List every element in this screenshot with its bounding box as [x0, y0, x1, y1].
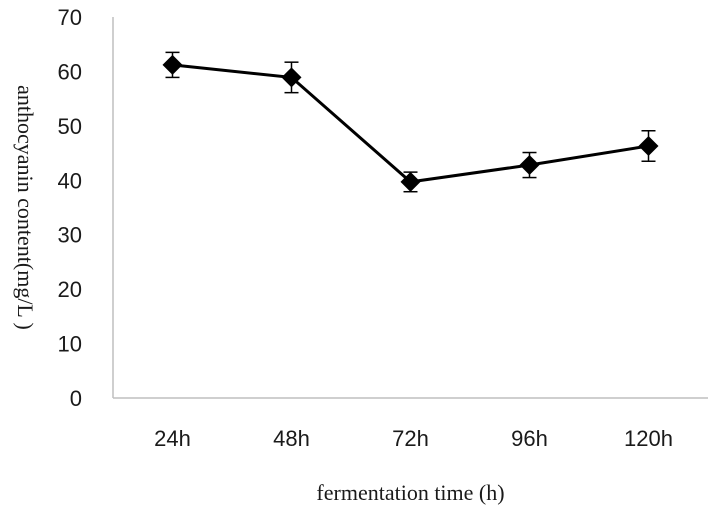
x-tick-label: 96h — [511, 426, 548, 451]
y-tick-labels: 0 10 20 30 40 50 60 70 — [58, 5, 82, 411]
y-tick-label: 50 — [58, 114, 82, 139]
series-line — [172, 63, 649, 184]
data-point — [400, 171, 421, 192]
data-point — [519, 155, 540, 176]
y-tick-label: 0 — [70, 386, 82, 411]
x-tick-label: 48h — [273, 426, 310, 451]
series-group — [162, 51, 659, 193]
x-tick-label: 72h — [392, 426, 429, 451]
data-point — [281, 67, 302, 88]
x-axis-title: fermentation time (h) — [316, 480, 504, 505]
data-point — [638, 135, 659, 156]
y-tick-label: 60 — [58, 59, 82, 84]
y-tick-label: 70 — [58, 5, 82, 30]
y-tick-label: 30 — [58, 223, 82, 248]
x-tick-labels: 24h 48h 72h 96h 120h — [154, 426, 673, 451]
y-tick-label: 10 — [58, 332, 82, 357]
y-axis-title: anthocyanin content(mg/L ) — [13, 85, 38, 330]
x-tick-label: 120h — [624, 426, 673, 451]
data-point — [162, 54, 183, 75]
y-tick-label: 40 — [58, 168, 82, 193]
axes — [112, 17, 708, 399]
y-tick-label: 20 — [58, 277, 82, 302]
x-tick-label: 24h — [154, 426, 191, 451]
